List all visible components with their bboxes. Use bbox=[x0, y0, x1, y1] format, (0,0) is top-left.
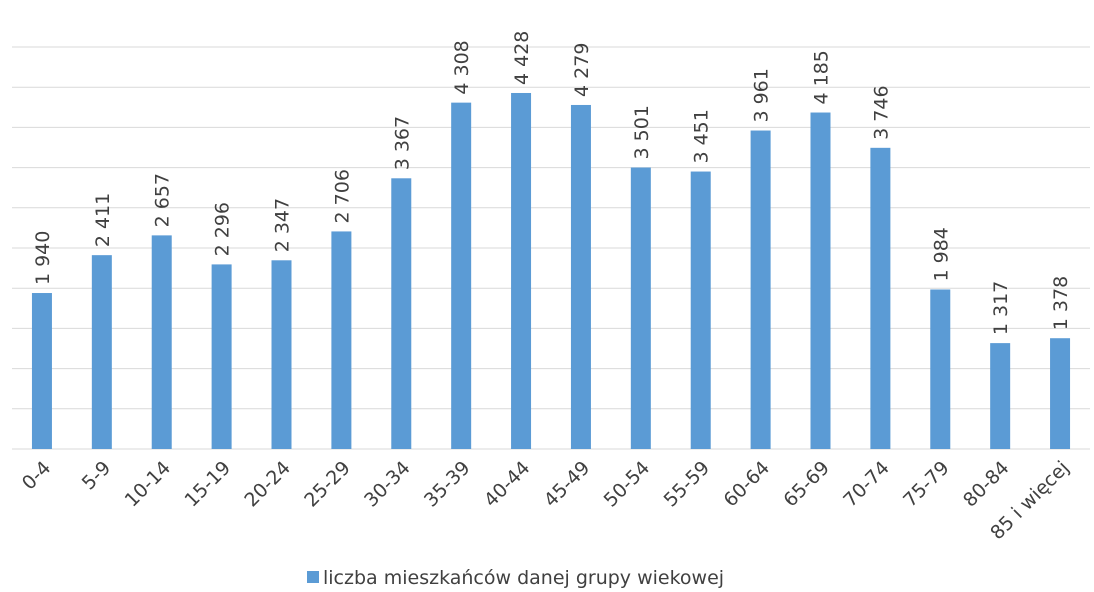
bar bbox=[391, 178, 412, 449]
bar bbox=[451, 102, 472, 449]
x-tick-label: 40-44 bbox=[480, 457, 535, 512]
bar bbox=[271, 260, 292, 449]
bar bbox=[91, 255, 112, 449]
bar bbox=[990, 343, 1011, 449]
legend-swatch bbox=[307, 571, 319, 583]
bar bbox=[151, 235, 172, 449]
bar bbox=[870, 147, 891, 449]
data-label: 3 501 bbox=[631, 105, 653, 159]
data-label: 3 961 bbox=[751, 68, 773, 122]
bar bbox=[690, 171, 711, 449]
bar bbox=[511, 92, 532, 449]
bar bbox=[930, 289, 951, 449]
x-tick-label: 0-4 bbox=[18, 457, 56, 495]
x-tick-label: 65-69 bbox=[779, 457, 834, 512]
data-label: 1 317 bbox=[990, 281, 1012, 335]
data-label: 4 308 bbox=[451, 40, 473, 94]
x-tick-label: 80-84 bbox=[959, 457, 1014, 512]
data-label: 3 746 bbox=[870, 85, 892, 139]
data-label: 2 706 bbox=[331, 169, 353, 223]
x-tick-label: 10-14 bbox=[121, 457, 176, 512]
x-tick-label: 5-9 bbox=[78, 457, 116, 495]
bar bbox=[331, 231, 352, 449]
x-tick-label: 20-24 bbox=[240, 457, 295, 512]
x-tick-label: 35-39 bbox=[420, 457, 475, 512]
x-tick-label: 75-79 bbox=[899, 457, 954, 512]
data-label: 1 378 bbox=[1050, 276, 1072, 330]
bar bbox=[570, 104, 591, 450]
x-tick-label: 15-19 bbox=[180, 457, 235, 512]
data-label: 2 657 bbox=[152, 173, 174, 227]
x-tick-label: 25-29 bbox=[300, 457, 355, 512]
data-label: 2 411 bbox=[92, 193, 114, 247]
x-tick-label: 70-74 bbox=[839, 457, 894, 512]
legend: liczba mieszkańców danej grupy wiekowej bbox=[307, 567, 724, 589]
bar bbox=[31, 293, 52, 449]
x-tick-label: 45-49 bbox=[540, 457, 595, 512]
data-label: 2 347 bbox=[272, 198, 294, 252]
bar bbox=[1050, 338, 1071, 449]
x-tick-label: 30-34 bbox=[360, 457, 415, 512]
legend-label: liczba mieszkańców danej grupy wiekowej bbox=[323, 567, 724, 589]
bar bbox=[211, 264, 232, 449]
bar bbox=[810, 112, 831, 449]
bar bbox=[630, 167, 651, 449]
x-tick-label: 60-64 bbox=[719, 457, 774, 512]
data-label: 3 451 bbox=[691, 109, 713, 163]
data-label: 4 185 bbox=[811, 50, 833, 104]
bar bbox=[750, 130, 771, 450]
data-label: 1 984 bbox=[930, 227, 952, 281]
x-tick-label: 55-59 bbox=[660, 457, 715, 512]
data-label: 1 940 bbox=[32, 231, 54, 285]
data-label: 3 367 bbox=[391, 116, 413, 170]
x-tick-label: 50-54 bbox=[600, 457, 655, 512]
data-label: 4 428 bbox=[511, 31, 533, 85]
data-label: 4 279 bbox=[571, 43, 593, 97]
data-label: 2 296 bbox=[212, 202, 234, 256]
